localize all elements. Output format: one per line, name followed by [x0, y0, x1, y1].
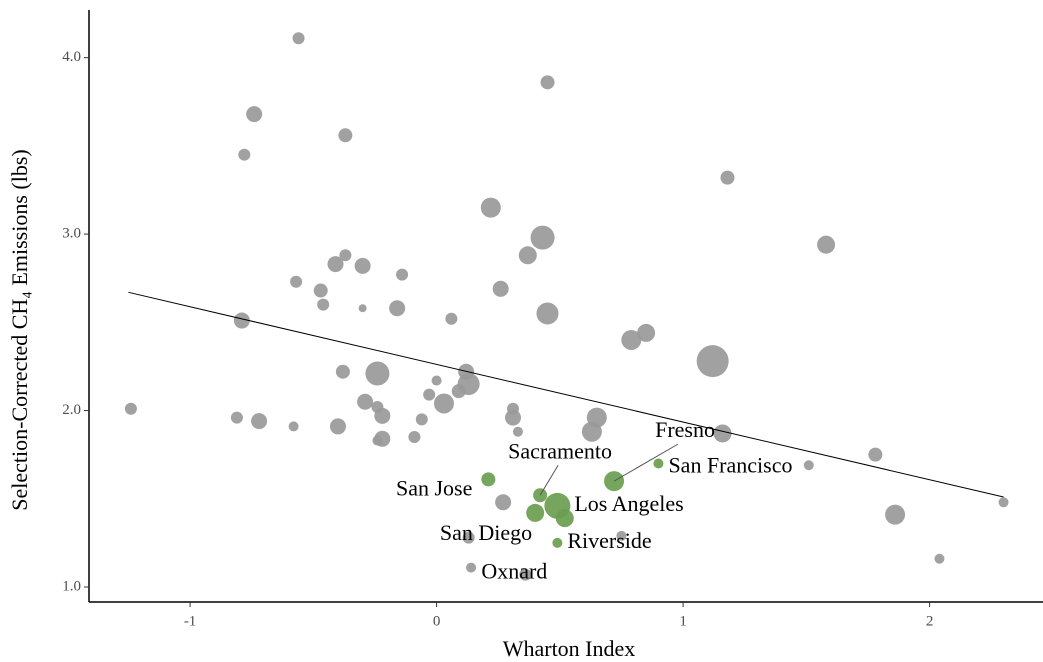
point — [372, 435, 383, 446]
point — [552, 537, 563, 548]
point — [389, 300, 406, 317]
point — [292, 32, 305, 45]
trend-line — [128, 291, 1004, 498]
point — [445, 312, 458, 325]
point — [518, 246, 537, 265]
point — [536, 302, 559, 325]
point — [374, 407, 391, 424]
annotation: Fresno — [655, 417, 715, 442]
point — [616, 530, 627, 541]
point — [357, 393, 374, 410]
point — [230, 411, 243, 424]
annotation: Sacramento — [508, 438, 612, 463]
point — [653, 458, 664, 469]
point — [238, 148, 251, 161]
point — [396, 268, 409, 281]
point — [462, 531, 475, 544]
x-tick-label: 0 — [433, 613, 441, 629]
annotation: San Diego — [440, 520, 532, 545]
point — [696, 345, 729, 378]
point — [329, 418, 346, 435]
point — [555, 509, 574, 528]
point — [313, 283, 328, 298]
point — [481, 472, 496, 487]
point — [505, 409, 521, 426]
point — [317, 298, 330, 311]
point — [408, 431, 421, 444]
annotation: San Francisco — [668, 453, 792, 478]
point — [934, 553, 945, 564]
annotation: Oxnard — [481, 559, 547, 584]
point — [581, 421, 602, 442]
annotation: San Jose — [396, 475, 472, 500]
y-axis-title: Selection-Corrected CH₄ Emissions (lbs) — [7, 149, 32, 510]
point — [803, 460, 814, 471]
point — [365, 361, 390, 386]
annotation: Riverside — [567, 528, 651, 553]
y-tick-label: 1.0 — [62, 578, 81, 594]
point — [290, 275, 303, 288]
x-axis-title: Wharton Index — [503, 636, 636, 661]
x-tick-label: 1 — [679, 613, 687, 629]
point — [495, 494, 512, 511]
leader-line — [539, 464, 559, 496]
point — [480, 197, 501, 218]
y-tick-label: 3.0 — [62, 226, 81, 242]
annotation: Los Angeles — [574, 491, 683, 516]
point — [415, 413, 428, 426]
point — [885, 504, 906, 525]
point — [124, 402, 137, 415]
point — [720, 170, 735, 185]
point — [433, 393, 454, 414]
point — [233, 312, 250, 329]
point — [354, 257, 371, 274]
x-tick-label: 2 — [926, 613, 934, 629]
point — [358, 304, 367, 313]
y-tick-label: 2.0 — [62, 402, 81, 418]
point — [540, 75, 555, 90]
point — [339, 249, 352, 262]
point — [288, 421, 299, 432]
point — [246, 106, 263, 123]
leader-line — [613, 443, 679, 482]
point — [431, 375, 442, 386]
y-tick-label: 4.0 — [62, 49, 81, 65]
point — [423, 388, 436, 401]
point — [621, 329, 642, 350]
point — [817, 235, 836, 254]
point — [512, 426, 523, 437]
point — [868, 447, 883, 462]
point — [998, 497, 1009, 508]
point — [251, 413, 268, 430]
point — [713, 424, 732, 443]
point — [451, 384, 466, 399]
point — [526, 503, 545, 522]
x-tick-label: -1 — [184, 613, 197, 629]
point — [519, 568, 532, 581]
point — [466, 562, 477, 573]
point — [338, 128, 353, 143]
point — [492, 280, 509, 297]
point — [335, 364, 350, 379]
point — [327, 256, 344, 273]
point — [530, 225, 555, 250]
point — [637, 323, 656, 342]
